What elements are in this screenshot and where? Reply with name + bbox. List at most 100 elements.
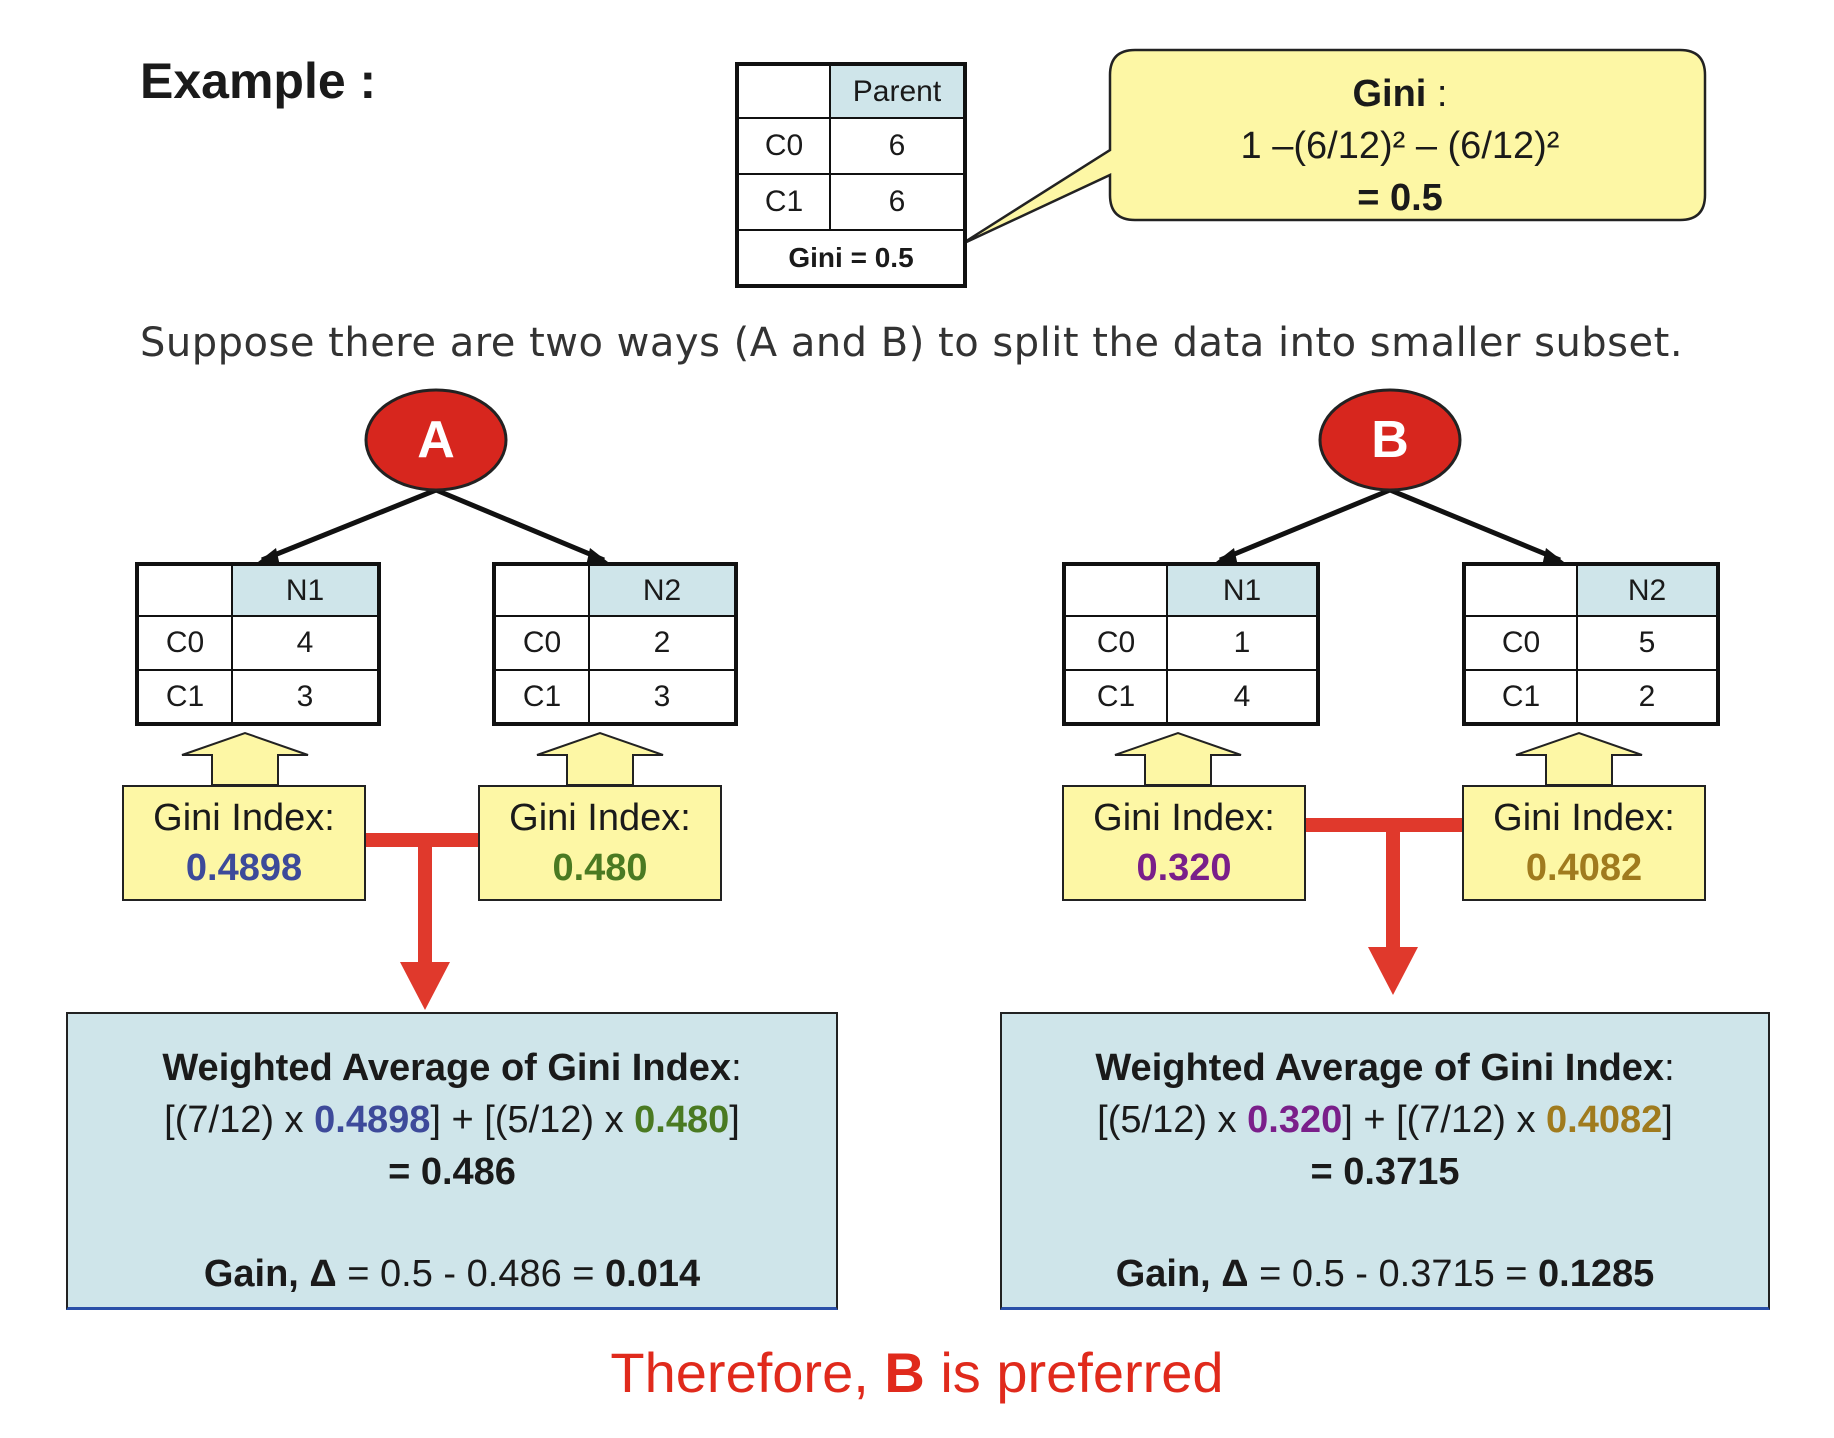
arrowhead-a-right	[586, 548, 608, 566]
gini-value: 0.4082	[1525, 847, 1643, 889]
gini-label: Gini Index:	[1093, 797, 1275, 839]
up-arrow-b-n1	[1114, 731, 1242, 786]
callout-formula: 1 –(6/12)² – (6/12)²	[1240, 125, 1560, 167]
edge-b-right	[1389, 487, 1561, 563]
edge-a-right	[435, 487, 605, 563]
merge-arrowhead-b	[1368, 947, 1418, 995]
node-header: N2	[588, 563, 737, 617]
split-b-n2-table: N2 C0 5 C1 2	[1462, 562, 1720, 726]
gain-value: 0.1285	[1538, 1253, 1655, 1295]
arrowhead-b-left	[1216, 548, 1238, 566]
row-label: C0	[493, 615, 590, 671]
gain-label: Gain, Δ	[1115, 1253, 1249, 1295]
parent-gini: Gini = 0.5	[736, 229, 966, 287]
node-header: N2	[1576, 563, 1719, 617]
arrowhead-a-left	[258, 548, 280, 566]
table-corner	[1063, 563, 1168, 617]
gini-label: Gini Index:	[509, 797, 691, 839]
row-value: 1	[1166, 615, 1319, 671]
callout-colon: :	[1426, 73, 1448, 115]
split-b-n1-table: N1 C0 1 C1 4	[1062, 562, 1320, 726]
row-label: C0	[1463, 615, 1578, 671]
weighted-part1-value: 0.320	[1247, 1099, 1343, 1141]
weighted-suffix: ]	[729, 1099, 740, 1141]
up-arrow-a-n1	[181, 731, 309, 786]
callout-result: = 0.5	[1357, 177, 1443, 219]
row-label: C1	[136, 669, 233, 725]
parent-row-value: 6	[829, 117, 966, 175]
gini-value: 0.320	[1136, 847, 1232, 889]
up-arrow-a-n2	[536, 731, 664, 786]
row-label: C0	[1063, 615, 1168, 671]
table-corner	[493, 563, 590, 617]
row-value: 4	[231, 615, 380, 671]
weighted-part2-value: 0.4082	[1546, 1099, 1663, 1141]
row-label: C1	[1463, 669, 1578, 725]
edge-b-left	[1219, 487, 1391, 563]
gini-label: Gini Index:	[1493, 797, 1675, 839]
gain-expression: = 0.5 - 0.486 =	[336, 1253, 606, 1295]
row-value: 4	[1166, 669, 1319, 725]
weighted-result: = 0.3715	[1310, 1151, 1460, 1193]
parent-row-label: C1	[736, 173, 831, 231]
weighted-part2-prefix: ] + [(7/12) x	[1342, 1099, 1547, 1141]
intro-text: Suppose there are two ways (A and B) to …	[140, 320, 1684, 366]
row-value: 3	[231, 669, 380, 725]
parent-table: Parent C0 6 C1 6 Gini = 0.5	[735, 62, 967, 288]
conclusion-suffix: is preferred	[924, 1341, 1224, 1404]
row-value: 5	[1576, 615, 1719, 671]
weighted-suffix: ]	[1662, 1099, 1673, 1141]
split-a-label: A	[417, 411, 455, 469]
row-value: 3	[588, 669, 737, 725]
weighted-part1-value: 0.4898	[314, 1099, 431, 1141]
callout-balloon	[959, 48, 1707, 247]
gini-box-b-n1: Gini Index: 0.320	[1062, 785, 1306, 901]
split-a-n1-table: N1 C0 4 C1 3	[135, 562, 381, 726]
gini-value: 0.4898	[185, 847, 303, 889]
gini-label: Gini Index:	[153, 797, 335, 839]
gini-callout: Gini : 1 –(6/12)² – (6/12)² = 0.5	[1110, 68, 1690, 224]
gini-value: 0.480	[552, 847, 648, 889]
weighted-heading: Weighted Average of Gini Index	[162, 1047, 732, 1089]
row-label: C1	[1063, 669, 1168, 725]
weighted-part1-prefix: [(7/12) x	[164, 1099, 315, 1141]
arrowhead-b-right	[1542, 548, 1564, 566]
table-corner	[1463, 563, 1578, 617]
weighted-colon: :	[731, 1047, 742, 1089]
weighted-heading: Weighted Average of Gini Index	[1095, 1047, 1665, 1089]
conclusion-prefix: Therefore,	[610, 1341, 885, 1404]
callout-heading: Gini	[1352, 73, 1427, 115]
conclusion-highlight: B	[884, 1341, 925, 1404]
weighted-result: = 0.486	[388, 1151, 516, 1193]
row-value: 2	[1576, 669, 1719, 725]
row-label: C0	[136, 615, 233, 671]
split-a-n2-table: N2 C0 2 C1 3	[492, 562, 738, 726]
parent-table-header: Parent	[829, 63, 966, 119]
table-corner	[136, 563, 233, 617]
split-b-node	[1318, 388, 1462, 492]
merge-arrowhead-a	[400, 962, 450, 1010]
parent-table-corner	[736, 63, 831, 119]
node-header: N1	[1166, 563, 1319, 617]
gini-box-b-n2: Gini Index: 0.4082	[1462, 785, 1706, 901]
split-b-label: B	[1371, 411, 1409, 469]
node-header: N1	[231, 563, 380, 617]
split-a-node	[364, 388, 508, 492]
weighted-colon: :	[1664, 1047, 1675, 1089]
gini-box-a-n2: Gini Index: 0.480	[478, 785, 722, 901]
gain-label: Gain, Δ	[203, 1253, 337, 1295]
parent-row-value: 6	[829, 173, 966, 231]
page-title: Example :	[140, 53, 377, 109]
weighted-part1-prefix: [(5/12) x	[1097, 1099, 1248, 1141]
up-arrow-b-n2	[1515, 731, 1643, 786]
conclusion: Therefore, B is preferred	[0, 1340, 1834, 1405]
gini-box-a-n1: Gini Index: 0.4898	[122, 785, 366, 901]
weighted-part2-prefix: ] + [(5/12) x	[430, 1099, 635, 1141]
weighted-part2-value: 0.480	[634, 1099, 730, 1141]
row-value: 2	[588, 615, 737, 671]
gain-expression: = 0.5 - 0.3715 =	[1248, 1253, 1539, 1295]
weighted-box-b: Weighted Average of Gini Index: [(5/12) …	[1000, 1012, 1770, 1310]
gain-value: 0.014	[605, 1253, 701, 1295]
row-label: C1	[493, 669, 590, 725]
